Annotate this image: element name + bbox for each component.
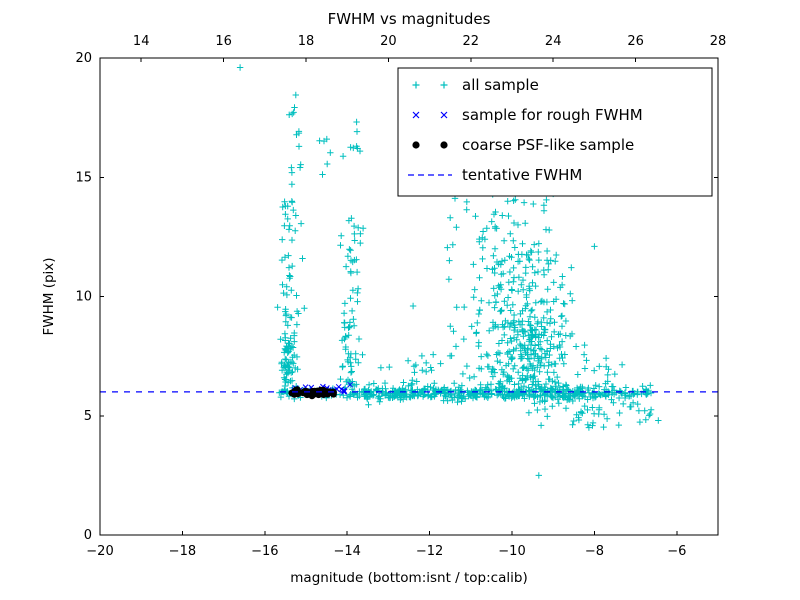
scatter-series-2 xyxy=(288,386,337,400)
legend-item-1-label: sample for rough FWHM xyxy=(462,106,643,124)
legend-x-marker-icon xyxy=(440,111,448,119)
bottom-axis-tick-label: −8 xyxy=(585,544,604,559)
legend-item-3-label: tentative FWHM xyxy=(462,166,582,184)
legend-item-0-label: all sample xyxy=(462,76,539,94)
top-axis-tick-label: 14 xyxy=(133,34,150,49)
legend-dot-marker-icon xyxy=(412,141,420,149)
top-axis-tick-label: 26 xyxy=(627,34,644,49)
y-axis-tick-label: 5 xyxy=(84,409,92,424)
bottom-axis-tick-label: −16 xyxy=(251,544,278,559)
axis-ticks xyxy=(99,57,719,536)
top-axis-tick-label: 20 xyxy=(380,34,397,49)
y-axis-tick-label: 0 xyxy=(84,528,92,543)
top-axis-tick-label: 22 xyxy=(463,34,480,49)
y-axis-tick-label: 20 xyxy=(75,51,92,66)
bottom-axis-tick-label: −6 xyxy=(667,544,686,559)
bottom-axis-tick-label: −10 xyxy=(498,544,525,559)
plot-area xyxy=(100,64,718,479)
y-axis-label: FWHM (pix) xyxy=(41,257,57,335)
chart-title: FWHM vs magnitudes xyxy=(328,10,491,28)
y-axis-tick-label: 15 xyxy=(75,170,92,185)
legend-dot-marker-icon xyxy=(440,141,448,149)
top-axis-tick-label: 24 xyxy=(545,34,562,49)
legend: all sample sample for rough FWHM coarse PS… xyxy=(397,67,713,197)
x-axis-label: magnitude (bottom:isnt / top:calib) xyxy=(290,570,527,586)
scatter-series-0 xyxy=(236,64,662,479)
bottom-axis-tick-label: −18 xyxy=(169,544,196,559)
top-axis-tick-label: 28 xyxy=(710,34,727,49)
top-axis-tick-label: 16 xyxy=(215,34,232,49)
legend-item-2-label: coarse PSF-like sample xyxy=(462,136,634,154)
bottom-axis-tick-label: −20 xyxy=(86,544,113,559)
y-axis-tick-label: 10 xyxy=(75,290,92,305)
legend-x-marker-icon xyxy=(412,111,420,119)
bottom-axis-tick-label: −12 xyxy=(416,544,443,559)
bottom-axis-tick-label: −14 xyxy=(333,544,360,559)
legend-plus-marker-icon xyxy=(440,81,448,89)
top-axis-tick-label: 18 xyxy=(298,34,315,49)
legend-plus-marker-icon xyxy=(412,81,420,89)
